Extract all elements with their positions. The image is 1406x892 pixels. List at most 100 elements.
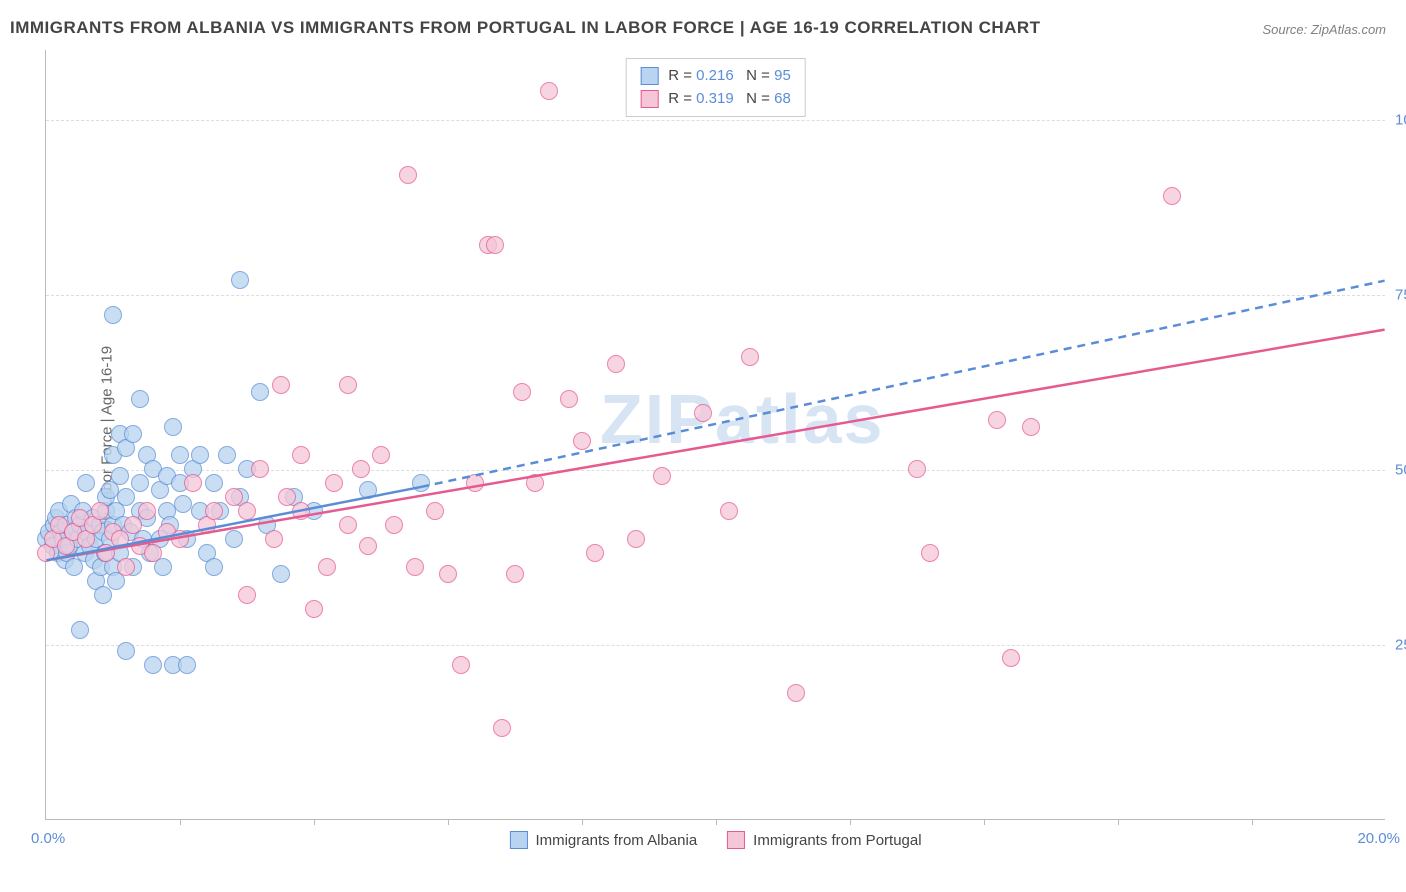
legend-label-portugal: Immigrants from Portugal (753, 832, 921, 849)
point-portugal (339, 516, 357, 534)
point-albania (174, 495, 192, 513)
point-portugal (493, 719, 511, 737)
point-albania (178, 656, 196, 674)
stats-row-albania: R = 0.216 N = 95 (640, 65, 791, 88)
point-portugal (921, 544, 939, 562)
point-portugal (426, 502, 444, 520)
point-portugal (607, 355, 625, 373)
point-albania (71, 621, 89, 639)
point-portugal (352, 460, 370, 478)
point-portugal (406, 558, 424, 576)
point-portugal (225, 488, 243, 506)
plot-area: ZIPatlas In Labor Force | Age 16-19 0.0%… (45, 50, 1385, 820)
point-albania (124, 425, 142, 443)
point-portugal (272, 376, 290, 394)
point-portugal (506, 565, 524, 583)
point-albania (144, 656, 162, 674)
point-portugal (238, 502, 256, 520)
point-portugal (385, 516, 403, 534)
point-albania (412, 474, 430, 492)
y-tick-label: 75.0% (1395, 287, 1406, 304)
point-albania (231, 271, 249, 289)
swatch-portugal (640, 90, 658, 108)
point-portugal (124, 516, 142, 534)
x-axis-min-label: 0.0% (31, 830, 65, 847)
x-axis-max-label: 20.0% (1357, 830, 1400, 847)
point-albania (251, 383, 269, 401)
legend-label-albania: Immigrants from Albania (535, 832, 697, 849)
point-portugal (97, 544, 115, 562)
point-albania (164, 418, 182, 436)
point-portugal (339, 376, 357, 394)
x-tick (582, 819, 583, 825)
point-portugal (359, 537, 377, 555)
point-portugal (653, 467, 671, 485)
point-albania (94, 586, 112, 604)
point-albania (117, 642, 135, 660)
point-portugal (399, 166, 417, 184)
point-portugal (586, 544, 604, 562)
source-text: Source: ZipAtlas.com (1262, 22, 1386, 37)
point-albania (117, 488, 135, 506)
x-tick (1118, 819, 1119, 825)
y-tick-label: 25.0% (1395, 637, 1406, 654)
point-albania (77, 474, 95, 492)
trend-lines (46, 50, 1385, 819)
point-albania (272, 565, 290, 583)
point-portugal (278, 488, 296, 506)
point-portugal (466, 474, 484, 492)
legend-item-portugal: Immigrants from Portugal (727, 831, 921, 849)
legend-item-albania: Immigrants from Albania (509, 831, 697, 849)
watermark: ZIPatlas (600, 379, 884, 459)
point-portugal (573, 432, 591, 450)
y-tick-label: 50.0% (1395, 462, 1406, 479)
point-portugal (238, 586, 256, 604)
point-albania (104, 306, 122, 324)
chart-container: IMMIGRANTS FROM ALBANIA VS IMMIGRANTS FR… (0, 0, 1406, 892)
point-portugal (372, 446, 390, 464)
point-albania (131, 390, 149, 408)
x-tick (716, 819, 717, 825)
point-albania (191, 446, 209, 464)
stats-row-portugal: R = 0.319 N = 68 (640, 88, 791, 111)
point-portugal (720, 502, 738, 520)
x-tick (448, 819, 449, 825)
point-portugal (741, 348, 759, 366)
swatch-albania (640, 67, 658, 85)
legend-swatch-albania (509, 831, 527, 849)
gridline (46, 295, 1385, 296)
point-portugal (526, 474, 544, 492)
point-portugal (292, 502, 310, 520)
gridline (46, 645, 1385, 646)
point-portugal (318, 558, 336, 576)
point-portugal (305, 600, 323, 618)
x-tick (314, 819, 315, 825)
point-portugal (325, 474, 343, 492)
point-portugal (144, 544, 162, 562)
point-portugal (1163, 187, 1181, 205)
y-tick-label: 100.0% (1395, 112, 1406, 129)
point-portugal (908, 460, 926, 478)
point-portugal (265, 530, 283, 548)
point-albania (225, 530, 243, 548)
gridline (46, 120, 1385, 121)
chart-title: IMMIGRANTS FROM ALBANIA VS IMMIGRANTS FR… (10, 18, 1041, 38)
point-albania (171, 446, 189, 464)
point-albania (218, 446, 236, 464)
point-portugal (513, 383, 531, 401)
point-portugal (560, 390, 578, 408)
point-albania (205, 474, 223, 492)
series-legend: Immigrants from Albania Immigrants from … (509, 831, 921, 849)
point-portugal (988, 411, 1006, 429)
point-portugal (486, 236, 504, 254)
point-portugal (627, 530, 645, 548)
point-portugal (111, 530, 129, 548)
point-portugal (171, 530, 189, 548)
point-albania (359, 481, 377, 499)
point-portugal (439, 565, 457, 583)
point-albania (111, 467, 129, 485)
x-tick (1252, 819, 1253, 825)
point-portugal (1022, 418, 1040, 436)
point-albania (131, 474, 149, 492)
x-tick (850, 819, 851, 825)
